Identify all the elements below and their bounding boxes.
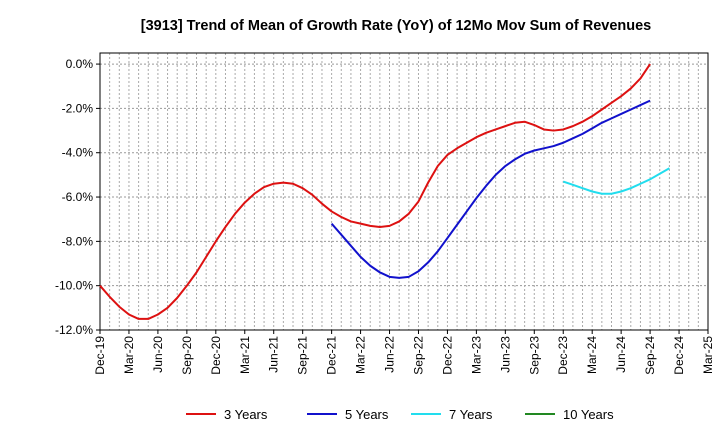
legend: 3 Years 5 Years 7 Years 10 Years — [186, 407, 614, 422]
legend-label: 5 Years — [345, 407, 389, 422]
y-tick-label: -12.0% — [55, 323, 93, 337]
x-tick-label: Dec-19 — [93, 336, 107, 375]
chart-title: [3913] Trend of Mean of Growth Rate (YoY… — [141, 18, 652, 34]
series-line-5-years — [330, 99, 651, 279]
series-lines — [99, 63, 670, 320]
x-tick-label: Dec-22 — [440, 336, 454, 375]
x-tick-label: Dec-24 — [672, 336, 686, 375]
x-tick-label: Sep-21 — [296, 336, 310, 375]
x-tick-label: Sep-23 — [527, 336, 541, 375]
legend-label: 7 Years — [449, 407, 493, 422]
y-axis: 0.0% -2.0% -4.0% -6.0% -8.0% -10.0% -12.0% — [55, 57, 100, 337]
x-tick-label: Jun-23 — [498, 336, 512, 373]
y-tick-label: -10.0% — [55, 279, 93, 293]
x-axis: Dec-19 Mar-20 Jun-20 Sep-20 Dec-20 Mar-21 Jun-… — [93, 330, 715, 375]
x-tick-label: Mar-22 — [354, 336, 368, 374]
x-tick-label: Dec-20 — [209, 336, 223, 375]
x-tick-label: Jun-21 — [267, 336, 281, 373]
x-tick-label: Jun-20 — [151, 336, 165, 373]
x-tick-label: Mar-25 — [701, 336, 715, 374]
x-tick-label: Jun-24 — [614, 336, 628, 373]
series-line-3-years — [99, 63, 651, 320]
x-tick-label: Jun-22 — [383, 336, 397, 373]
x-tick-label: Sep-22 — [411, 336, 425, 375]
x-tick-label: Mar-21 — [238, 336, 252, 374]
y-tick-label: -8.0% — [62, 234, 94, 248]
plot-frame — [99, 52, 709, 331]
x-tick-label: Mar-20 — [122, 336, 136, 374]
x-tick-label: Sep-20 — [180, 336, 194, 375]
x-tick-label: Dec-23 — [556, 336, 570, 375]
legend-label: 3 Years — [224, 407, 268, 422]
x-tick-label: Mar-24 — [585, 336, 599, 374]
y-tick-label: 0.0% — [66, 57, 94, 71]
grid — [99, 53, 709, 331]
x-tick-label: Dec-21 — [325, 336, 339, 375]
x-tick-label: Sep-24 — [643, 336, 657, 375]
y-tick-label: -6.0% — [62, 190, 94, 204]
plot-area — [100, 53, 708, 330]
legend-label: 10 Years — [563, 407, 614, 422]
y-tick-label: -2.0% — [62, 101, 94, 115]
series-line-7-years — [562, 167, 670, 195]
x-tick-label: Mar-23 — [469, 336, 483, 374]
y-tick-label: -4.0% — [62, 146, 94, 160]
